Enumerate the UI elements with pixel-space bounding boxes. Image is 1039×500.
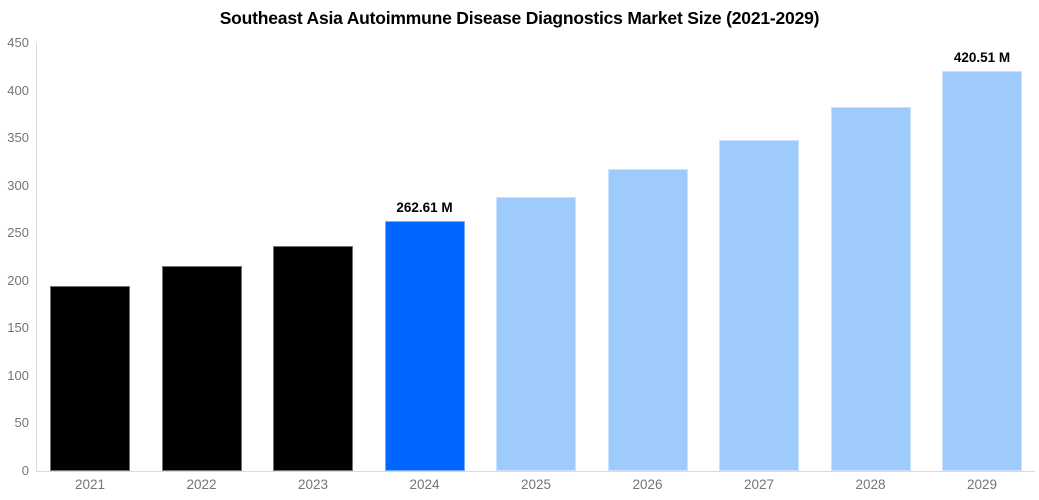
bar-2022 — [161, 265, 242, 471]
y-tick-label-450: 450 — [7, 35, 29, 50]
y-tick-label-100: 100 — [7, 367, 29, 383]
bar-2026 — [607, 169, 688, 471]
x-tick-label-2022: 2022 — [186, 477, 217, 492]
y-tick-label-350: 350 — [7, 130, 29, 146]
y-tick-label-300: 300 — [7, 177, 29, 193]
bar-value-label-2024: 262.61 M — [396, 200, 453, 216]
x-axis-line — [36, 471, 1035, 472]
x-tick-label-2027: 2027 — [743, 477, 775, 492]
y-tick-label-250: 250 — [7, 225, 29, 241]
x-tick-label-2024: 2024 — [409, 477, 440, 492]
bar-2021 — [50, 286, 130, 471]
x-tick-label-2021: 2021 — [74, 477, 106, 492]
bar-value-label-2029: 420.51 M — [953, 50, 1011, 66]
bar-2028 — [830, 106, 911, 471]
x-tick-label-2025: 2025 — [520, 477, 552, 492]
x-tick-label-2026: 2026 — [632, 477, 663, 492]
bar-2024 — [384, 221, 465, 471]
y-tick-label-400: 400 — [7, 82, 29, 98]
x-tick-label-2029: 2029 — [966, 477, 998, 492]
bar-2029 — [942, 71, 1022, 471]
y-axis-line — [36, 43, 37, 471]
x-tick-label-2028: 2028 — [855, 477, 886, 492]
y-tick-label-0: 0 — [21, 463, 29, 478]
bar-2027 — [719, 140, 799, 471]
bar-2023 — [273, 245, 353, 471]
chart-title: Southeast Asia Autoimmune Disease Diagno… — [219, 8, 820, 28]
x-tick-label-2023: 2023 — [297, 477, 329, 492]
bar-2025 — [496, 197, 576, 471]
y-tick-label-50: 50 — [14, 415, 29, 431]
y-tick-label-200: 200 — [7, 272, 29, 288]
y-tick-label-150: 150 — [7, 320, 29, 336]
